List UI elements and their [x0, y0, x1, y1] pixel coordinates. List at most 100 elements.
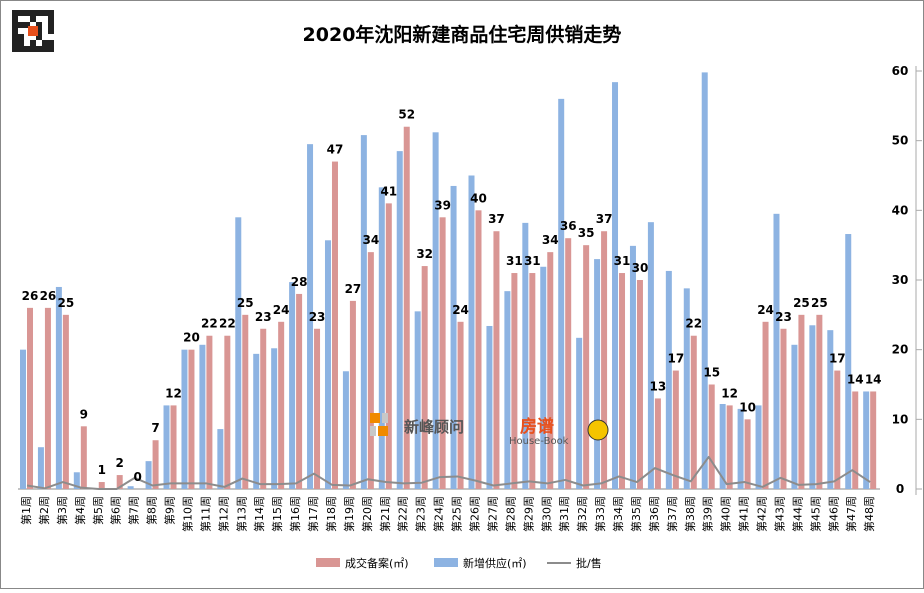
x-tick-label: 第20周 [360, 496, 374, 532]
sales-data-label: 14 [865, 372, 882, 386]
supply-bar [163, 405, 170, 489]
svg-text:房谱: 房谱 [520, 416, 554, 437]
sales-data-label: 41 [380, 184, 397, 198]
sales-data-label: 0 [133, 470, 141, 484]
qr-cell [36, 10, 42, 16]
supply-bar [863, 391, 870, 489]
sales-bar [762, 321, 769, 489]
svg-text:House-Book: House-Book [509, 436, 569, 447]
qr-code-icon [12, 10, 54, 52]
supply-bar [576, 337, 583, 489]
sales-data-label: 25 [793, 296, 810, 310]
x-tick-label: 第15周 [270, 496, 284, 532]
supply-bar [827, 330, 834, 489]
supply-bar [701, 72, 708, 489]
x-tick-label: 第2周 [37, 496, 51, 525]
x-tick-label: 第30周 [539, 496, 553, 532]
sales-bar [349, 300, 356, 489]
sales-data-label: 35 [578, 226, 595, 240]
sales-bar [726, 405, 733, 489]
qr-cell [30, 40, 36, 46]
x-tick-label: 第24周 [432, 496, 446, 532]
x-tick-label: 第4周 [73, 496, 87, 525]
qr-cell [30, 46, 36, 52]
qr-cell [30, 10, 36, 16]
legend-label: 新增供应(㎡) [463, 556, 527, 570]
qr-cell [12, 28, 18, 34]
sales-bar [260, 328, 267, 489]
sales-data-label: 22 [685, 317, 702, 331]
supply-bar [629, 245, 636, 489]
x-tick-label: 第25周 [450, 496, 464, 532]
supply-bar [647, 222, 654, 489]
x-tick-label: 第41周 [737, 496, 751, 532]
sales-bar [170, 405, 177, 489]
sales-bar [636, 280, 643, 489]
supply-bar [522, 222, 529, 489]
y-tick-label: 50 [892, 134, 909, 148]
sales-data-label: 24 [452, 303, 469, 317]
x-tick-label: 第36周 [647, 496, 661, 532]
x-tick-label: 第26周 [468, 496, 482, 532]
supply-bar [342, 371, 349, 489]
sales-bar [511, 273, 518, 489]
x-tick-label: 第5周 [91, 496, 105, 525]
supply-bar [773, 213, 780, 490]
sales-data-label: 26 [40, 289, 57, 303]
sales-bar [206, 335, 213, 489]
supply-bar [432, 132, 439, 489]
sales-bar [314, 328, 321, 489]
supply-bar [271, 348, 278, 489]
qr-cell [12, 16, 18, 22]
supply-bar [486, 325, 493, 489]
sales-data-label: 23 [255, 310, 272, 324]
supply-bar [845, 234, 852, 489]
x-tick-label: 第7周 [127, 496, 141, 525]
legend-label: 成交备案(㎡) [345, 556, 409, 570]
sales-data-label: 12 [165, 386, 182, 400]
sales-data-label: 7 [151, 421, 159, 435]
x-tick-label: 第33周 [593, 496, 607, 532]
logo-freshpeak: 新峰顾问 [370, 413, 464, 436]
qr-cell [42, 10, 48, 16]
sales-bar [224, 335, 231, 489]
sales-data-label: 20 [183, 331, 200, 345]
qr-cell [18, 46, 24, 52]
sales-data-label: 36 [560, 219, 577, 233]
y-tick-label: 60 [892, 64, 909, 78]
x-tick-label: 第18周 [324, 496, 338, 532]
bee-mascot-icon [587, 419, 609, 441]
x-tick-label: 第48周 [862, 496, 876, 532]
x-tick-label: 第43周 [772, 496, 786, 532]
sales-data-label: 14 [847, 372, 864, 386]
qr-cell [48, 28, 54, 34]
x-tick-label: 第21周 [378, 496, 392, 532]
sales-data-label: 40 [470, 191, 487, 205]
sales-data-label: 9 [80, 407, 88, 421]
x-tick-label: 第31周 [557, 496, 571, 532]
qr-cell [12, 22, 18, 28]
sales-data-label: 2 [116, 456, 124, 470]
x-tick-label: 第17周 [306, 496, 320, 532]
sales-bar [870, 391, 877, 489]
sales-bar [690, 335, 697, 489]
qr-cell [42, 46, 48, 52]
sales-bar [385, 203, 392, 489]
sales-bar [493, 231, 500, 489]
sales-data-label: 23 [775, 310, 792, 324]
svg-text:新峰顾问: 新峰顾问 [404, 418, 464, 436]
x-tick-label: 第16周 [288, 496, 302, 532]
qr-cell [12, 34, 18, 40]
sales-data-label: 39 [434, 198, 451, 212]
qr-cell [48, 46, 54, 52]
supply-bar [20, 349, 26, 489]
sales-data-label: 25 [58, 296, 75, 310]
sales-bar [457, 321, 464, 489]
sales-bar [80, 426, 87, 489]
supply-bar [307, 144, 314, 489]
sales-data-label: 34 [363, 233, 380, 247]
sales-data-label: 37 [596, 212, 613, 226]
x-tick-label: 第6周 [109, 496, 123, 525]
qr-cell [12, 40, 18, 46]
